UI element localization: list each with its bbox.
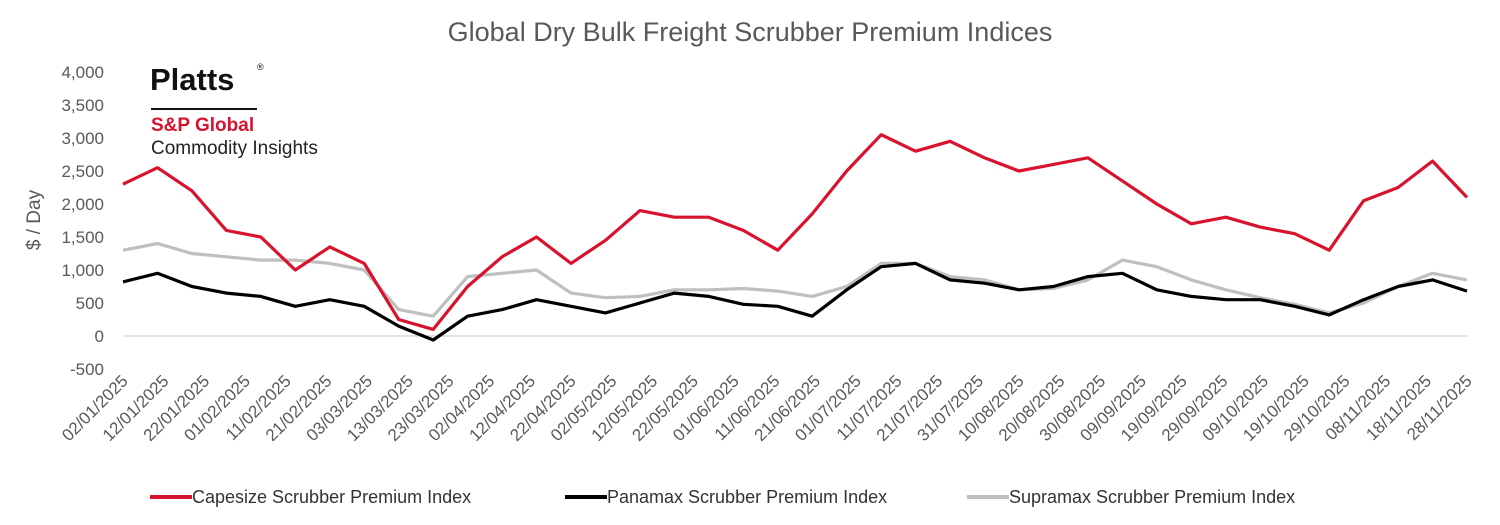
y-tick-label: 1,500 (61, 228, 104, 247)
supramax-line (122, 242, 1468, 318)
panamax-line (122, 261, 1468, 342)
platts-logo: Platts ® S&P Global Commodity Insights (150, 62, 318, 159)
legend-label-panamax: Panamax Scrubber Premium Index (607, 487, 887, 507)
logo-division: Commodity Insights (151, 138, 318, 159)
y-axis-ticks: -500 0 500 1,000 1,500 2,000 2,500 3,000 3,500 4,… (61, 63, 104, 379)
chart-title: Global Dry Bulk Freight Scrubber Premium… (448, 17, 1053, 47)
legend-label-capesize: Capesize Scrubber Premium Index (192, 487, 471, 507)
y-tick-label: 3,000 (61, 129, 104, 148)
logo-brand: Platts (150, 62, 234, 97)
legend-item-supramax: Supramax Scrubber Premium Index (967, 487, 1295, 507)
series-lines (122, 133, 1469, 342)
logo-parent: S&P Global (151, 115, 254, 136)
legend-label-supramax: Supramax Scrubber Premium Index (1009, 487, 1295, 507)
logo-registered-mark: ® (257, 62, 264, 72)
y-tick-label: 500 (76, 294, 104, 313)
capesize-line (122, 133, 1469, 331)
y-tick-label: 1,000 (61, 261, 104, 280)
y-tick-label: 2,500 (61, 162, 104, 181)
y-tick-label: -500 (70, 360, 104, 379)
y-tick-label: 0 (95, 327, 104, 346)
legend: Capesize Scrubber Premium Index Panamax … (150, 487, 1295, 507)
y-axis-label: $ / Day (24, 189, 45, 250)
y-tick-label: 4,000 (61, 63, 104, 82)
x-axis-ticks: 02/01/202512/01/202522/01/202501/02/2025… (58, 371, 1476, 445)
y-tick-label: 3,500 (61, 96, 104, 115)
legend-item-panamax: Panamax Scrubber Premium Index (565, 487, 887, 507)
y-tick-label: 2,000 (61, 195, 104, 214)
legend-item-capesize: Capesize Scrubber Premium Index (150, 487, 471, 507)
